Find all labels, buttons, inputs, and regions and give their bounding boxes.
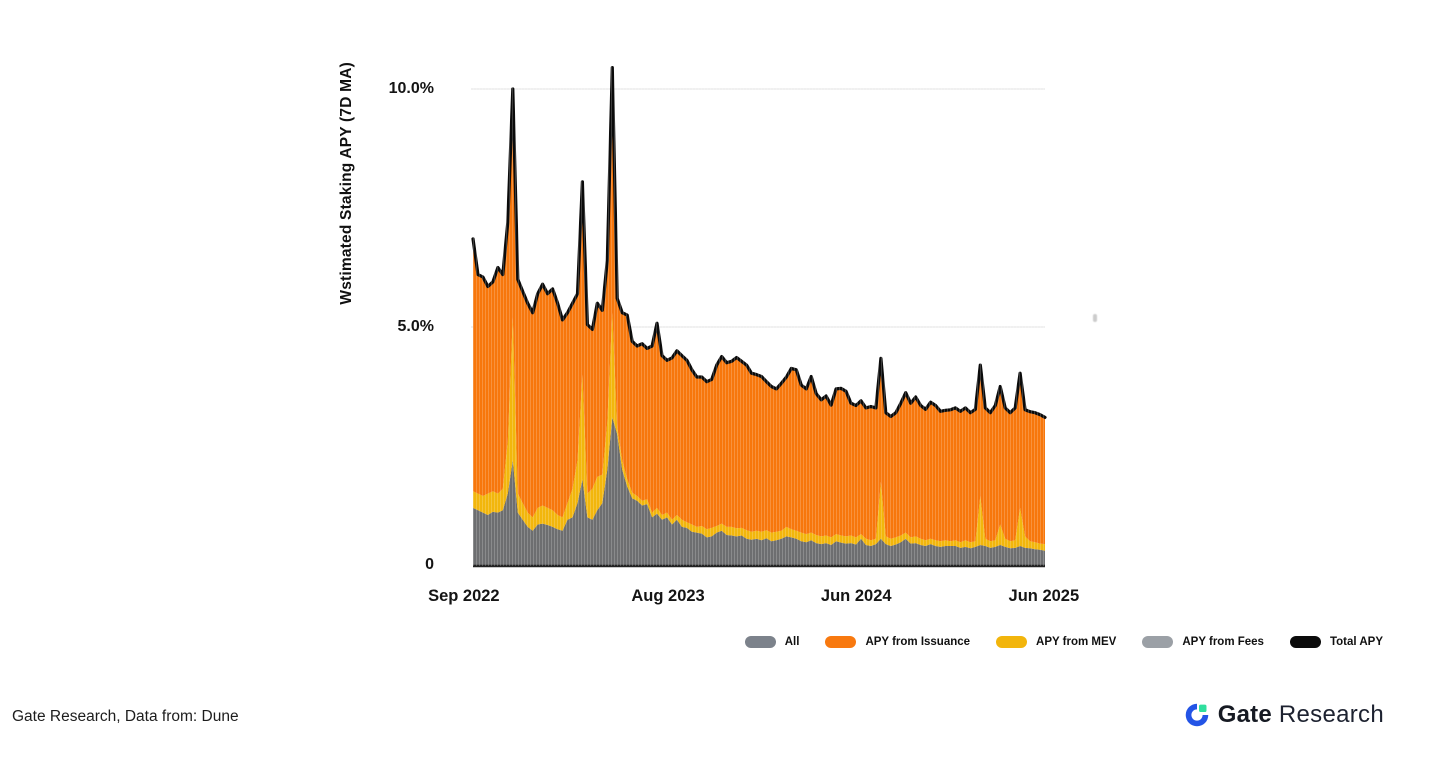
legend-label: APY from MEV xyxy=(1036,636,1117,648)
chart-legend: All APY from Issuance APY from MEV APY from… xyxy=(744,633,1383,651)
legend-swatch-icon xyxy=(744,636,776,648)
legend-swatch-icon xyxy=(1289,636,1321,648)
x-tick-aug-2023: Aug 2023 xyxy=(631,587,705,605)
y-tick-5.0%: 5.0% xyxy=(397,318,434,335)
legend-item-apy-from-fees[interactable]: APY from Fees xyxy=(1142,636,1264,648)
artifact-dot xyxy=(1093,314,1097,322)
legend-label: All xyxy=(784,636,800,648)
y-tick-0: 0 xyxy=(425,556,434,573)
legend-swatch-icon xyxy=(996,636,1028,648)
gate-logo-icon xyxy=(1185,703,1208,727)
legend-swatch-icon xyxy=(825,636,857,648)
legend-swatch-icon xyxy=(1142,636,1174,648)
legend-item-apy-from-mev[interactable]: APY from MEV xyxy=(996,636,1116,648)
x-tick-sep-2022: Sep 2022 xyxy=(428,587,500,605)
legend-item-all[interactable]: All xyxy=(744,636,800,648)
y-tick-10.0%: 10.0% xyxy=(388,80,434,97)
legend-item-total-apy[interactable]: Total APY xyxy=(1289,636,1383,648)
gridlines xyxy=(471,88,1045,328)
brand-name-bold: Gate xyxy=(1217,701,1272,728)
legend-item-apy-from-issuance[interactable]: APY from Issuance xyxy=(825,636,970,648)
staking-apy-stacked-area-chart xyxy=(471,66,1047,568)
legend-label: APY from Fees xyxy=(1182,636,1264,648)
legend-label: APY from Issuance xyxy=(865,636,971,648)
area-apy-from-fees xyxy=(473,417,1045,565)
data-source-note: Gate Research, Data from: Dune xyxy=(12,708,239,725)
area-apy-from-issuance xyxy=(473,67,1045,545)
area-apy-from-mev xyxy=(473,312,1045,551)
brand-name-regular: Research xyxy=(1278,701,1384,728)
x-tick-jun-2025: Jun 2025 xyxy=(1008,587,1080,605)
x-tick-jun-2024: Jun 2024 xyxy=(820,587,892,605)
legend-label: Total APY xyxy=(1329,636,1383,648)
gate-research-logo: Gate Research xyxy=(1183,701,1384,729)
line-total-apy xyxy=(471,66,1047,419)
